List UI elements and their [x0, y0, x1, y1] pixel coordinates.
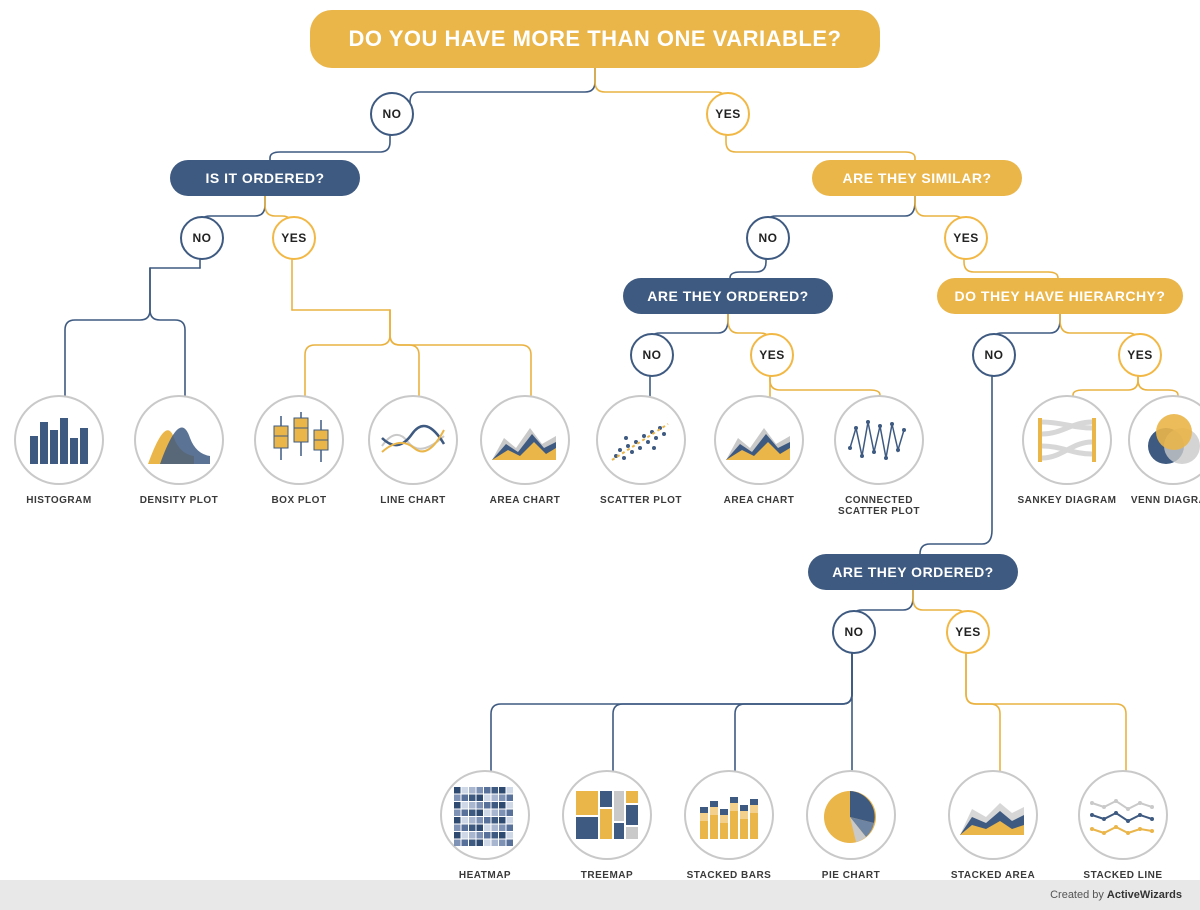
pill-ordered_R: ARE THEY ORDERED? — [808, 554, 1018, 590]
pill-root: DO YOU HAVE MORE THAN ONE VARIABLE? — [310, 10, 880, 68]
pill-text: ARE THEY SIMILAR? — [842, 170, 991, 186]
badge-hier_no: NO — [972, 333, 1016, 377]
chart-sankey: SANKEY DIAGRAM — [1017, 395, 1117, 506]
areachart-icon — [480, 395, 570, 485]
footer-prefix: Created by — [1050, 889, 1104, 901]
badge-ordL_yes: YES — [750, 333, 794, 377]
connscatter-icon — [834, 395, 924, 485]
badge-sim_no: NO — [746, 216, 790, 260]
badge-text: NO — [383, 107, 402, 121]
badge-text: YES — [955, 625, 981, 639]
chart-stackedbars: STACKED BARS — [679, 770, 779, 881]
pie-icon — [806, 770, 896, 860]
venn-icon — [1128, 395, 1200, 485]
chart-linechart: LINE CHART — [363, 395, 463, 506]
badge-text: YES — [759, 348, 785, 362]
badge-text: YES — [715, 107, 741, 121]
badge-root_no: NO — [370, 92, 414, 136]
badge-root_yes: YES — [706, 92, 750, 136]
density-icon — [134, 395, 224, 485]
badge-ordR_no: NO — [832, 610, 876, 654]
chart-treemap: TREEMAP — [557, 770, 657, 881]
pill-text: ARE THEY ORDERED? — [647, 288, 808, 304]
chart-label: AREA CHART — [475, 495, 575, 506]
badge-text: NO — [643, 348, 662, 362]
chart-label: SCATTER PLOT — [591, 495, 691, 506]
pill-text: IS IT ORDERED? — [205, 170, 324, 186]
chart-connscatter: CONNECTED SCATTER PLOT — [829, 395, 929, 517]
chart-label: BOX PLOT — [249, 495, 349, 506]
pill-hierarchy: DO THEY HAVE HIERARCHY? — [937, 278, 1183, 314]
badge-ord_yes: YES — [272, 216, 316, 260]
chart-stackedarea: STACKED AREA CHART — [943, 770, 1043, 892]
pill-is_ordered: IS IT ORDERED? — [170, 160, 360, 196]
chart-scatter: SCATTER PLOT — [591, 395, 691, 506]
chart-heatmap: HEATMAP — [435, 770, 535, 881]
stackedbars-icon — [684, 770, 774, 860]
badge-ordL_no: NO — [630, 333, 674, 377]
pill-text: DO THEY HAVE HIERARCHY? — [955, 288, 1166, 304]
badge-text: NO — [845, 625, 864, 639]
chart-label: VENN DIAGRAM — [1123, 495, 1200, 506]
badge-text: YES — [1127, 348, 1153, 362]
badge-hier_yes: YES — [1118, 333, 1162, 377]
linechart-icon — [368, 395, 458, 485]
chart-histogram: HISTOGRAM — [9, 395, 109, 506]
stackedline-icon — [1078, 770, 1168, 860]
areachart-icon — [714, 395, 804, 485]
badge-text: YES — [281, 231, 307, 245]
chart-stackedline: STACKED LINE CHART — [1073, 770, 1173, 892]
pill-text: DO YOU HAVE MORE THAN ONE VARIABLE? — [349, 26, 842, 52]
badge-sim_yes: YES — [944, 216, 988, 260]
chart-density: DENSITY PLOT — [129, 395, 229, 506]
chart-label: DENSITY PLOT — [129, 495, 229, 506]
badge-text: NO — [985, 348, 1004, 362]
chart-label: LINE CHART — [363, 495, 463, 506]
boxplot-icon — [254, 395, 344, 485]
chart-areachart2: AREA CHART — [709, 395, 809, 506]
badge-ord_no: NO — [180, 216, 224, 260]
chart-pie: PIE CHART — [801, 770, 901, 881]
badge-text: NO — [759, 231, 778, 245]
chart-label: AREA CHART — [709, 495, 809, 506]
pill-similar: ARE THEY SIMILAR? — [812, 160, 1022, 196]
pill-text: ARE THEY ORDERED? — [832, 564, 993, 580]
chart-label: CONNECTED SCATTER PLOT — [829, 495, 929, 517]
chart-venn: VENN DIAGRAM — [1123, 395, 1200, 506]
scatter-icon — [596, 395, 686, 485]
heatmap-icon — [440, 770, 530, 860]
chart-areachart1: AREA CHART — [475, 395, 575, 506]
pill-ordered_L: ARE THEY ORDERED? — [623, 278, 833, 314]
sankey-icon — [1022, 395, 1112, 485]
histogram-icon — [14, 395, 104, 485]
treemap-icon — [562, 770, 652, 860]
stackedarea-icon — [948, 770, 1038, 860]
chart-label: HISTOGRAM — [9, 495, 109, 506]
footer-brand: ActiveWizards — [1107, 889, 1182, 901]
badge-text: NO — [193, 231, 212, 245]
badge-ordR_yes: YES — [946, 610, 990, 654]
chart-boxplot: BOX PLOT — [249, 395, 349, 506]
badge-text: YES — [953, 231, 979, 245]
chart-label: SANKEY DIAGRAM — [1017, 495, 1117, 506]
footer-credit: Created by ActiveWizards — [0, 880, 1200, 910]
